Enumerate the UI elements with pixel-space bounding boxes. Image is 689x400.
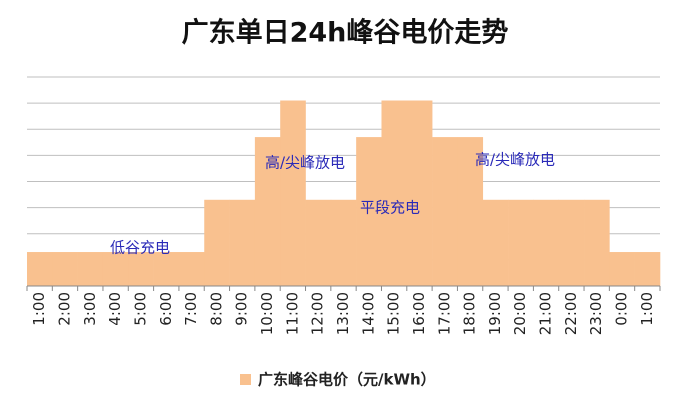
bar [102,252,129,286]
x-tick-label: 9:00 [233,292,251,326]
legend-swatch [240,374,251,385]
chart-title: 广东单日24h峰谷电价走势 [182,17,509,49]
x-tick-label: 14:00 [359,292,377,335]
x-tick-label: 0:00 [613,292,631,326]
bar [381,100,408,286]
bar [609,252,635,286]
x-tick-label: 1:00 [638,292,656,326]
bar [52,252,78,286]
x-tick-label: 8:00 [207,292,225,326]
x-tick-label: 20:00 [511,292,529,335]
bar [482,199,509,286]
x-tick-label: 17:00 [435,292,453,335]
bar [128,252,154,286]
legend-label: 广东峰谷电价（元/kWh） [258,371,436,389]
bar [558,199,585,286]
bar [305,199,332,286]
bar [634,252,661,286]
bar [330,199,357,286]
x-tick-label: 4:00 [106,292,124,326]
x-tick-label: 5:00 [131,292,149,326]
x-tick-label: 18:00 [461,292,479,335]
bar [457,137,484,286]
annotation: 平段充电 [360,199,420,217]
bar [406,100,433,286]
x-tick-label: 23:00 [587,292,605,335]
bar [508,199,534,286]
annotation: 高/尖峰放电 [265,154,345,172]
x-tick-label: 10:00 [258,292,276,335]
bar [254,137,281,286]
x-tick-label: 12:00 [309,292,327,335]
x-tick-label: 22:00 [562,292,580,335]
bar [77,252,104,286]
x-tick-label: 2:00 [55,292,73,326]
x-tick-label: 16:00 [410,292,428,335]
x-tick-label: 6:00 [157,292,175,326]
x-tick-label: 3:00 [81,292,99,326]
x-tick-label: 21:00 [537,292,555,335]
bar [432,137,458,286]
x-tick-label: 13:00 [334,292,352,335]
bar [280,100,306,286]
x-tick-label: 15:00 [385,292,403,335]
bar [153,252,180,286]
x-tick-label: 11:00 [283,292,301,335]
x-tick-label: 19:00 [486,292,504,335]
bar [204,199,230,286]
bar [356,137,382,286]
bar [533,199,560,286]
x-tick-label: 7:00 [182,292,200,326]
annotation: 低谷充电 [110,239,170,257]
annotation: 高/尖峰放电 [475,151,555,169]
bar [178,252,205,286]
bar [229,199,256,286]
x-tick-label: 1:00 [30,292,48,326]
bar [27,252,53,286]
bar [584,199,610,286]
